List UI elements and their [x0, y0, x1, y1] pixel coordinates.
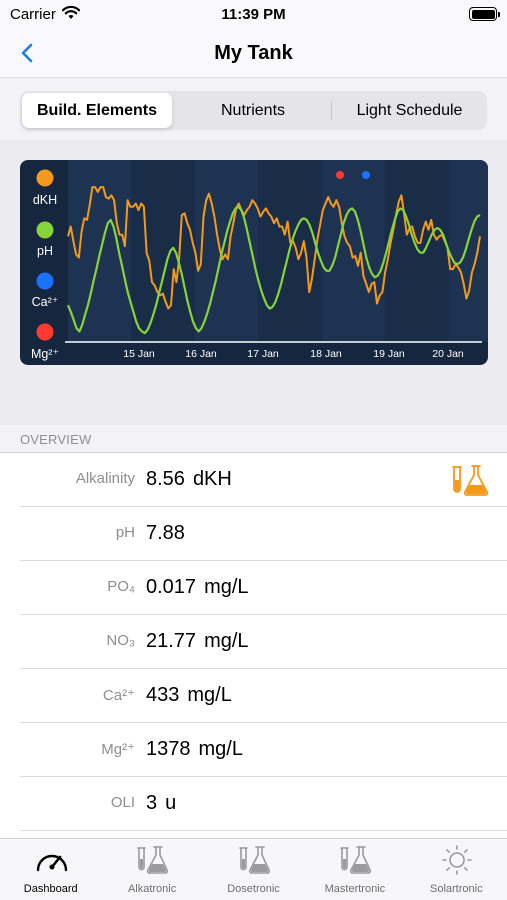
x-tick-label: 18 Jan	[310, 348, 342, 360]
x-tick-label: 17 Jan	[247, 348, 279, 360]
tab-label: Solartronic	[430, 883, 483, 895]
chart-day-band	[384, 160, 449, 342]
legend-dot-mg	[36, 323, 54, 341]
overview-row-ph[interactable]: pH 7.88	[0, 507, 507, 561]
row-value: 7.88	[146, 522, 185, 544]
test-tubes-flask-icon	[238, 846, 270, 874]
overview-row-alkalinity[interactable]: Alkalinity 8.56 dKH	[0, 453, 507, 507]
legend-label-dkh: dKH	[33, 193, 57, 207]
tab-bar: Dashboard Alkatronic Dosetronic	[0, 838, 507, 900]
x-tick-label: 20 Jan	[432, 348, 464, 360]
status-time: 11:39 PM	[221, 6, 286, 23]
row-value: 0.017 mg/L	[146, 576, 249, 598]
overview-row-no3[interactable]: NO₃ 21.77 mg/L	[0, 615, 507, 669]
series-line-dkh	[67, 186, 481, 310]
tab-label: Dashboard	[23, 883, 78, 895]
overview-row-calcium[interactable]: Ca²⁺ 433 mg/L	[0, 669, 507, 723]
legend-dot-ph	[36, 221, 54, 239]
overview-list: Alkalinity 8.56 dKH pH 7.88 PO₄ 0.017 mg/L…	[0, 452, 507, 838]
parameter-chart[interactable]: dKH pH Ca²⁺ Mg²⁺ 15 Jan 16 Jan 17 Jan 18 Ja…	[20, 160, 488, 365]
x-tick-label: 19 Jan	[373, 348, 405, 360]
tab-label: Alkatronic	[127, 883, 177, 895]
row-value: 21.77 mg/L	[146, 630, 249, 652]
marker-dot-mg	[336, 171, 344, 179]
tab-solartronic[interactable]: Solartronic	[406, 839, 507, 900]
series-line-ph	[66, 205, 481, 335]
row-value: 433 mg/L	[146, 684, 232, 706]
legend-label-ca: Ca²⁺	[32, 295, 59, 309]
row-label: NO₃	[106, 632, 135, 649]
row-label: Alkalinity	[75, 470, 135, 487]
legend-label-ph: pH	[37, 244, 53, 258]
tab-dashboard[interactable]: Dashboard	[0, 839, 101, 900]
chart-day-band	[321, 160, 385, 342]
tab-label: Dosetronic	[227, 883, 280, 895]
chevron-left-icon[interactable]	[14, 38, 42, 68]
test-tubes-flask-icon	[340, 846, 372, 874]
x-tick-label: 16 Jan	[185, 348, 217, 360]
tab-dosetronic[interactable]: Dosetronic	[203, 839, 304, 900]
wifi-icon	[62, 5, 80, 19]
row-label: OLI	[110, 794, 135, 811]
segmented-control: Build. Elements Nutrients Light Schedule	[20, 91, 487, 130]
marker-dot-ca	[362, 171, 370, 179]
row-value: 8.56 dKH	[146, 468, 232, 490]
status-bar: Carrier 11:39 PM	[0, 0, 507, 30]
legend-label-mg: Mg²⁺	[31, 347, 59, 361]
section-header-overview: OVERVIEW	[20, 432, 92, 447]
legend-dot-dkh	[36, 169, 54, 187]
segment-build-elements[interactable]: Build. Elements	[22, 93, 172, 128]
legend-dot-ca	[36, 272, 54, 290]
row-label: pH	[115, 524, 135, 541]
overview-row-po4[interactable]: PO₄ 0.017 mg/L	[0, 561, 507, 615]
parameter-chart-svg: dKH pH Ca²⁺ Mg²⁺ 15 Jan 16 Jan 17 Jan 18 Ja…	[31, 160, 488, 361]
navigation-bar: My Tank	[0, 30, 507, 78]
test-tubes-flask-icon[interactable]	[450, 463, 490, 497]
segment-divider	[331, 101, 332, 120]
row-label: PO₄	[107, 578, 135, 595]
segment-nutrients[interactable]: Nutrients	[220, 101, 286, 119]
row-value: 1378 mg/L	[146, 738, 243, 760]
tab-mastertronic[interactable]: Mastertronic	[304, 839, 405, 900]
chart-day-band	[131, 160, 195, 342]
test-tubes-flask-icon	[137, 846, 169, 874]
sun-icon	[441, 845, 472, 875]
row-label: Ca²⁺	[102, 687, 135, 704]
segment-light-schedule[interactable]: Light Schedule	[356, 101, 463, 119]
carrier-label: Carrier	[10, 6, 56, 23]
battery-icon	[469, 7, 500, 21]
row-label: Mg²⁺	[101, 741, 135, 758]
page-title: My Tank	[214, 42, 293, 64]
tab-alkatronic[interactable]: Alkatronic	[101, 839, 202, 900]
chart-day-band	[194, 160, 259, 342]
x-tick-label: 15 Jan	[123, 348, 155, 360]
overview-row-magnesium[interactable]: Mg²⁺ 1378 mg/L	[0, 723, 507, 777]
tab-label: Mastertronic	[324, 883, 386, 895]
gauge-icon	[36, 854, 68, 872]
chart-day-band	[448, 160, 488, 342]
